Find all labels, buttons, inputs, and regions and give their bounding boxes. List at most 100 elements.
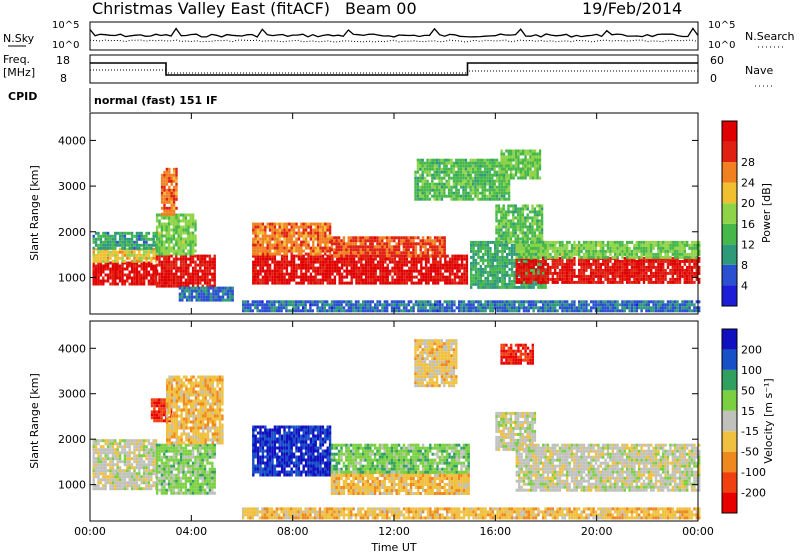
heatmap-cell	[486, 159, 488, 162]
heatmap-cell	[331, 242, 333, 245]
heatmap-cell	[293, 226, 295, 229]
heatmap-cell	[355, 309, 357, 312]
heatmap-cell	[298, 282, 300, 285]
heatmap-cell	[283, 241, 285, 244]
heatmap-cell	[592, 278, 594, 281]
heatmap-cell	[465, 183, 467, 186]
heatmap-cell	[655, 266, 657, 269]
heatmap-cell	[535, 306, 537, 309]
heatmap-cell	[446, 162, 448, 165]
heatmap-cell	[205, 287, 207, 290]
heatmap-cell	[444, 242, 446, 245]
heatmap-cell	[532, 303, 534, 306]
heatmap-cell	[393, 300, 395, 303]
heatmap-cell	[511, 309, 513, 312]
heatmap-cell	[657, 306, 659, 309]
heatmap-cell	[506, 186, 508, 189]
heatmap-cell	[173, 210, 175, 213]
heatmap-cell	[259, 241, 261, 244]
heatmap-cell	[259, 258, 261, 261]
heatmap-cell	[276, 244, 278, 247]
heatmap-cell	[429, 306, 431, 309]
heatmap-cell	[398, 254, 400, 257]
heatmap-cell	[609, 244, 611, 247]
heatmap-cell	[472, 159, 474, 162]
heatmap-cell	[276, 253, 278, 256]
heatmap-cell	[307, 282, 309, 285]
heatmap-cell	[494, 277, 496, 280]
heatmap-cell	[664, 260, 666, 263]
heatmap-cell	[300, 309, 302, 312]
heatmap-cell	[616, 260, 618, 263]
heatmap-cell	[419, 186, 421, 189]
heatmap-cell	[513, 271, 515, 274]
heatmap-cell	[324, 303, 326, 306]
heatmap-cell	[199, 267, 201, 270]
heatmap-cell	[520, 263, 522, 266]
heatmap-cell	[597, 281, 599, 284]
heatmap-cell	[491, 189, 493, 192]
heatmap-cell	[136, 268, 138, 271]
heatmap-cell	[501, 195, 503, 198]
heatmap-cell	[300, 303, 302, 306]
heatmap-cell	[450, 171, 452, 174]
heatmap-cell	[255, 250, 257, 253]
heatmap-cell	[316, 309, 318, 312]
heatmap-cell	[109, 271, 111, 274]
heatmap-cell	[667, 309, 669, 312]
heatmap-cell	[450, 195, 452, 198]
heatmap-cell	[107, 241, 109, 244]
heatmap-cell	[232, 293, 234, 296]
heatmap-cell	[119, 257, 121, 260]
heatmap-cell	[119, 268, 121, 271]
heatmap-cell	[288, 261, 290, 264]
heatmap-cell	[686, 303, 688, 306]
heatmap-cell	[595, 256, 597, 259]
heatmap-cell	[180, 258, 182, 261]
heatmap-cell	[175, 241, 177, 244]
heatmap-cell	[334, 282, 336, 285]
heatmap-cell	[391, 258, 393, 261]
heatmap-cell	[458, 195, 460, 198]
heatmap-cell	[271, 226, 273, 229]
heatmap-cell	[158, 253, 160, 256]
heatmap-cell	[456, 267, 458, 270]
heatmap-cell	[370, 261, 372, 264]
heatmap-cell	[105, 247, 107, 250]
heatmap-cell	[492, 256, 494, 259]
heatmap-cell	[158, 285, 160, 288]
heatmap-cell	[363, 279, 365, 282]
heatmap-cell	[489, 177, 491, 180]
heatmap-cell	[482, 183, 484, 186]
heatmap-cell	[429, 198, 431, 201]
heatmap-cell	[454, 279, 456, 282]
heatmap-cell	[453, 195, 455, 198]
heatmap-cell	[438, 174, 440, 177]
heatmap-cell	[281, 244, 283, 247]
heatmap-cell	[444, 248, 446, 251]
heatmap-cell	[161, 285, 163, 288]
heatmap-cell	[175, 180, 177, 183]
heatmap-cell	[412, 303, 414, 306]
heatmap-cell	[178, 214, 180, 217]
heatmap-cell	[257, 276, 259, 279]
heatmap-cell	[312, 258, 314, 261]
heatmap-cell	[436, 198, 438, 201]
heatmap-cell	[501, 256, 503, 259]
heatmap-cell	[482, 271, 484, 274]
heatmap-cell	[662, 263, 664, 266]
heatmap-cell	[446, 186, 448, 189]
heatmap-cell	[503, 183, 505, 186]
heatmap-cell	[444, 251, 446, 254]
heatmap-cell	[484, 159, 486, 162]
heatmap-cell	[465, 186, 467, 189]
heatmap-cell	[422, 306, 424, 309]
heatmap-cell	[462, 162, 464, 165]
heatmap-cell	[97, 238, 99, 241]
heatmap-cell	[163, 247, 165, 250]
heatmap-cell	[274, 253, 276, 256]
heatmap-cell	[463, 258, 465, 261]
heatmap-cell	[150, 247, 152, 250]
heatmap-cell	[247, 306, 249, 309]
heatmap-cell	[460, 171, 462, 174]
